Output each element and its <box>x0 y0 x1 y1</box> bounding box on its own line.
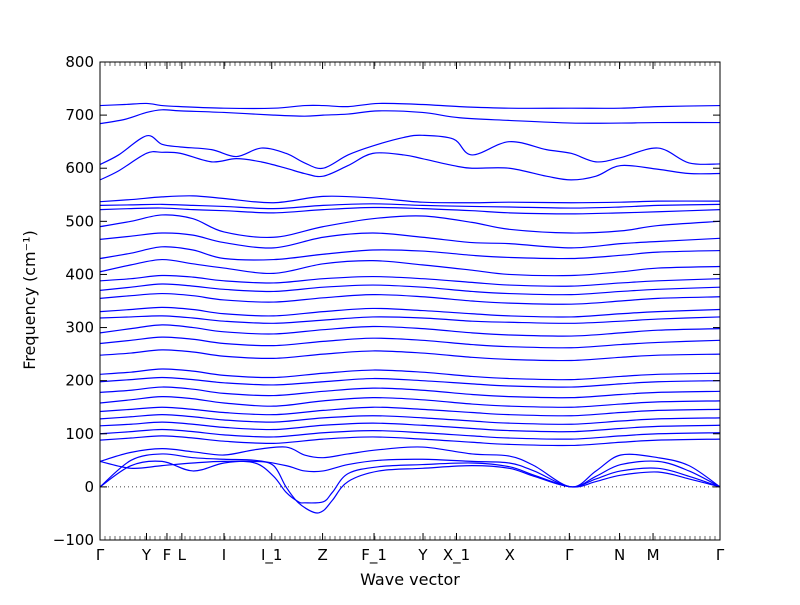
band-line-2 <box>100 109 720 125</box>
band-line-28 <box>100 435 720 447</box>
band-line-21 <box>100 376 720 388</box>
x-tick-label: M <box>647 546 660 564</box>
y-tick-label: 400 <box>65 265 94 283</box>
band-line-4 <box>100 151 720 181</box>
x-tick-label: Z <box>317 546 327 564</box>
band-line-24 <box>100 406 720 417</box>
x-tick-label: I_1 <box>261 546 282 565</box>
band-line-20 <box>100 368 720 381</box>
band-line-8 <box>100 214 720 239</box>
band-line-14 <box>100 292 720 305</box>
band-line-31 <box>100 460 720 514</box>
plot-lines <box>100 102 720 514</box>
x-axis-label: Wave vector <box>360 570 460 589</box>
band-line-23 <box>100 395 720 408</box>
band-line-6 <box>100 203 720 210</box>
band-line-12 <box>100 274 720 287</box>
y-tick-label: 600 <box>65 159 94 177</box>
x-tick-label: F_1 <box>361 546 387 565</box>
x-tick-label: X <box>505 546 515 564</box>
x-tick-label: N <box>614 546 625 564</box>
band-line-30 <box>100 453 720 488</box>
band-line-27 <box>100 428 720 440</box>
x-tick-label: Y <box>417 546 428 564</box>
band-line-9 <box>100 232 720 249</box>
band-line-17 <box>100 324 720 337</box>
band-line-18 <box>100 336 720 349</box>
x-tick-label: L <box>178 546 187 564</box>
band-line-1 <box>100 102 720 110</box>
y-tick-label: 500 <box>65 212 94 230</box>
y-tick-label: 800 <box>65 53 94 71</box>
y-tick-label: 200 <box>65 372 94 390</box>
band-line-15 <box>100 306 720 318</box>
band-line-29 <box>100 446 720 488</box>
band-line-16 <box>100 315 720 324</box>
y-tick-label: 100 <box>65 425 94 443</box>
band-line-11 <box>100 258 720 277</box>
band-line-22 <box>100 386 720 399</box>
y-tick-label: −100 <box>53 531 94 549</box>
y-tick-label: 700 <box>65 106 94 124</box>
y-tick-label: 300 <box>65 319 94 337</box>
band-line-19 <box>100 349 720 362</box>
band-line-7 <box>100 206 720 215</box>
band-line-26 <box>100 421 720 433</box>
band-line-25 <box>100 414 720 425</box>
x-tick-label: Γ <box>716 546 725 564</box>
band-line-32 <box>100 460 720 504</box>
x-tick-label: X_1 <box>443 546 470 565</box>
x-tick-label: Y <box>141 546 152 564</box>
x-tick-label: F <box>163 546 172 564</box>
y-tick-label: 0 <box>84 478 94 496</box>
band-line-13 <box>100 283 720 296</box>
band-line-5 <box>100 195 720 204</box>
x-tick-label: I <box>222 546 226 564</box>
band-line-10 <box>100 246 720 261</box>
band-line-3 <box>100 134 720 170</box>
y-axis-label: Frequency (cm⁻¹) <box>20 230 39 369</box>
x-tick-label: Γ <box>565 546 574 564</box>
x-tick-label: Γ <box>96 546 105 564</box>
